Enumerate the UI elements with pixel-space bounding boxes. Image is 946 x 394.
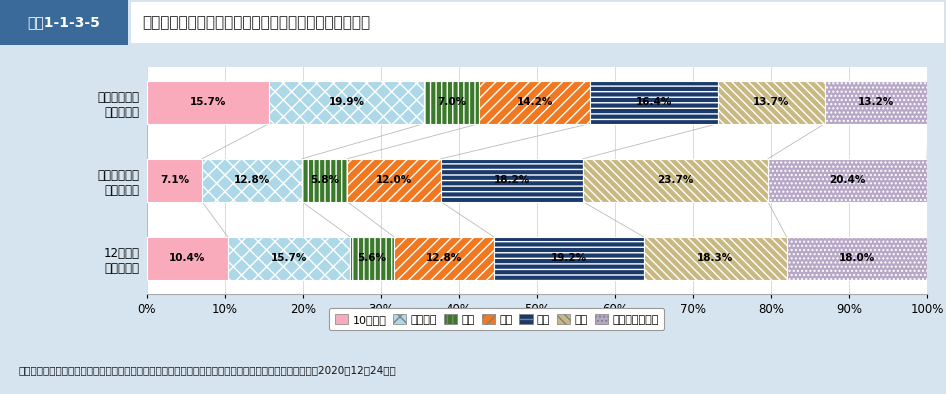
Text: 19.2%: 19.2% <box>551 253 587 263</box>
Bar <box>394 237 494 280</box>
Text: 7.1%: 7.1% <box>160 175 189 185</box>
Text: 16.4%: 16.4% <box>636 97 672 107</box>
Bar <box>494 237 644 280</box>
Text: 12.8%: 12.8% <box>426 253 462 263</box>
Text: 12.0%: 12.0% <box>376 175 412 185</box>
Text: 13.2%: 13.2% <box>858 97 895 107</box>
Text: 18.0%: 18.0% <box>839 253 875 263</box>
Bar <box>202 159 302 202</box>
Text: 14.2%: 14.2% <box>517 97 552 107</box>
Text: 5.8%: 5.8% <box>310 175 339 185</box>
Bar <box>302 159 347 202</box>
Bar <box>0 0 128 45</box>
Text: 12.8%: 12.8% <box>234 175 271 185</box>
Text: 13.7%: 13.7% <box>753 97 790 107</box>
Bar <box>147 81 270 124</box>
Bar <box>147 159 202 202</box>
Text: 高齢者の同居する人以外と会話する人数（１日の平均）: 高齢者の同居する人以外と会話する人数（１日の平均） <box>142 15 370 30</box>
Bar <box>583 159 768 202</box>
Text: 15.7%: 15.7% <box>190 97 226 107</box>
Bar <box>768 159 927 202</box>
Bar <box>228 237 350 280</box>
Bar <box>147 237 228 280</box>
Bar <box>441 159 583 202</box>
Text: 18.3%: 18.3% <box>697 253 733 263</box>
Text: 図表1-1-3-5: 図表1-1-3-5 <box>27 16 100 30</box>
Bar <box>131 2 944 43</box>
Text: 18.2%: 18.2% <box>494 175 530 185</box>
Bar <box>718 81 825 124</box>
Bar <box>425 81 479 124</box>
Bar <box>786 237 927 280</box>
Bar <box>350 237 394 280</box>
Text: 23.7%: 23.7% <box>657 175 693 185</box>
Bar <box>479 81 590 124</box>
Text: 7.0%: 7.0% <box>437 97 466 107</box>
Bar <box>825 81 928 124</box>
Bar <box>347 159 441 202</box>
Text: 10.4%: 10.4% <box>169 253 205 263</box>
Bar <box>590 81 718 124</box>
Text: 19.9%: 19.9% <box>329 97 365 107</box>
Text: 20.4%: 20.4% <box>830 175 866 185</box>
Bar <box>270 81 425 124</box>
Bar <box>644 237 787 280</box>
Legend: 10人以上, ５～９人, ４人, ３人, ２人, １人, 誰とも話さない: 10人以上, ５～９人, ４人, ３人, ２人, １人, 誰とも話さない <box>329 308 664 330</box>
Text: 15.7%: 15.7% <box>271 253 307 263</box>
Text: 資料：内閣府「第２回新型コロナウイルス感染症の影響下における生活意識・行動の変化に関する調査」（2020年12月24日）: 資料：内閣府「第２回新型コロナウイルス感染症の影響下における生活意識・行動の変化… <box>19 365 396 375</box>
Text: 5.6%: 5.6% <box>358 253 387 263</box>
